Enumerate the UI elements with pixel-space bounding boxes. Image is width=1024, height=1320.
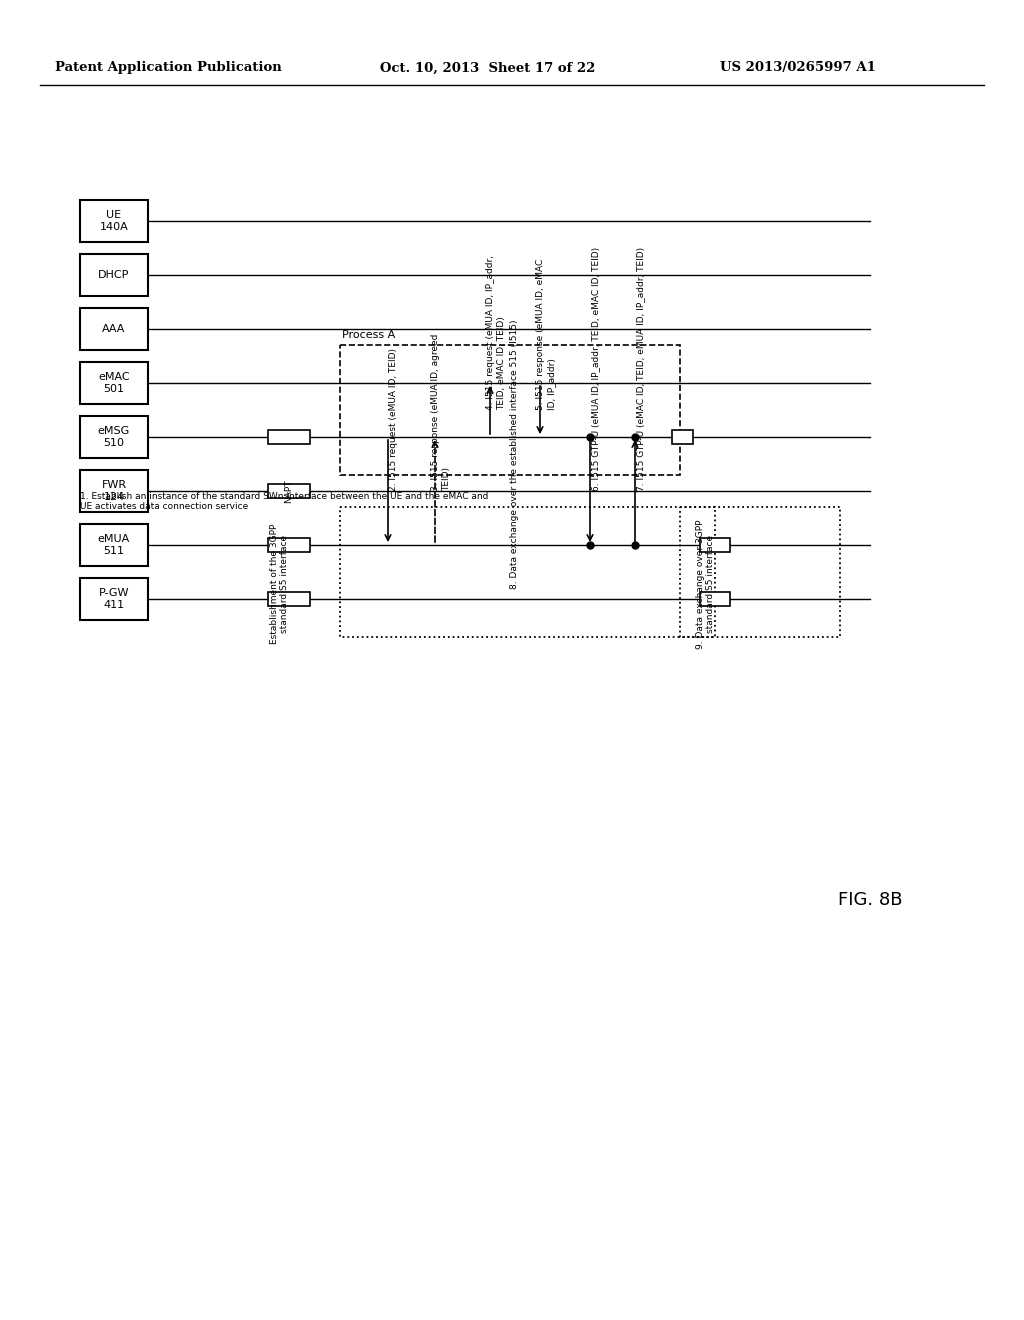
Text: Establishment of the 3GPP
standard S5 interface: Establishment of the 3GPP standard S5 in… [269, 524, 289, 644]
Text: 1. Establish an instance of the standard SWn interface between the UE and the eM: 1. Establish an instance of the standard… [80, 492, 488, 511]
Bar [672, 430, 693, 444]
Text: 9. Data exchange over 3GPP
standard S5 interface: 9. Data exchange over 3GPP standard S5 i… [695, 519, 715, 648]
Text: Process A: Process A [342, 330, 395, 341]
Text: DHCP: DHCP [98, 271, 130, 280]
Bar [80, 416, 148, 458]
Text: UE
140A: UE 140A [99, 210, 128, 232]
Text: eMAC
501: eMAC 501 [98, 372, 130, 393]
Bar [80, 308, 148, 350]
Text: 6. I515 GTP-U (eMUA ID, IP_addr, TEID, eMAC ID, TEID): 6. I515 GTP-U (eMUA ID, IP_addr, TEID, e… [592, 247, 600, 491]
Bar [268, 591, 310, 606]
Text: 4. I515 request (eMUA ID, IP_addr,
TEID, eMAC ID, TEID): 4. I515 request (eMUA ID, IP_addr, TEID,… [486, 255, 506, 411]
Text: FWR
124: FWR 124 [101, 480, 127, 502]
Bar [80, 253, 148, 296]
Text: US 2013/0265997 A1: US 2013/0265997 A1 [720, 62, 876, 74]
Text: NAPT: NAPT [285, 479, 294, 503]
Bar [700, 591, 730, 606]
Bar [80, 524, 148, 566]
Bar [340, 507, 715, 638]
Bar [80, 362, 148, 404]
Text: 8. Data exchange over the established interface 515 (I515): 8. Data exchange over the established in… [510, 319, 519, 589]
Text: Patent Application Publication: Patent Application Publication [55, 62, 282, 74]
Bar [268, 484, 310, 498]
Bar [340, 345, 680, 475]
Bar [268, 539, 310, 552]
Text: 3. I515 response (eMUA ID, agreed
TEID): 3. I515 response (eMUA ID, agreed TEID) [431, 334, 451, 491]
Text: eMSG
510: eMSG 510 [98, 426, 130, 447]
Text: Oct. 10, 2013  Sheet 17 of 22: Oct. 10, 2013 Sheet 17 of 22 [380, 62, 595, 74]
Bar [80, 201, 148, 242]
Text: FIG. 8B: FIG. 8B [838, 891, 902, 909]
Text: 2. I515 request (eMUA ID, TEID): 2. I515 request (eMUA ID, TEID) [389, 348, 398, 491]
Bar [680, 507, 840, 638]
Text: eMUA
511: eMUA 511 [98, 535, 130, 556]
Bar [80, 578, 148, 620]
Text: P-GW
411: P-GW 411 [98, 589, 129, 610]
Text: AAA: AAA [102, 323, 126, 334]
Text: 5. I515 response (eMUA ID, eMAC
ID, IP_addr): 5. I515 response (eMUA ID, eMAC ID, IP_a… [537, 259, 556, 411]
Bar [700, 539, 730, 552]
Text: 7. I515 GTP-U (eMAC ID, TEID, eMUA ID, IP_addr, TEID): 7. I515 GTP-U (eMAC ID, TEID, eMUA ID, I… [637, 247, 645, 491]
Bar [80, 470, 148, 512]
Bar [268, 430, 310, 444]
